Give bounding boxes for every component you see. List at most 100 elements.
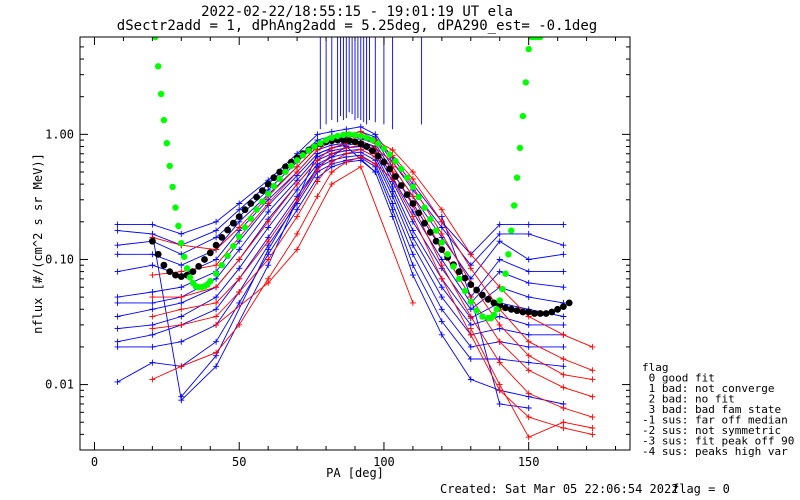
series-blue-trace-line (151, 142, 347, 402)
series-blue-cross-marker (560, 363, 567, 370)
series-black-fit-point (403, 191, 411, 199)
series-blue-cross-marker (114, 299, 121, 306)
series-black-fit-point (270, 174, 278, 182)
series-red-cross-marker (496, 387, 503, 394)
series-red-cross-marker (149, 313, 156, 320)
series-red-cross-marker (589, 414, 596, 421)
series-black-fit-point (201, 256, 208, 263)
series-green-fit-point (519, 112, 527, 120)
footer-flag: flag = 0 (672, 482, 730, 496)
legend-entry: -2 sus: not symmetric (642, 424, 781, 437)
series-blue-cross-marker (496, 401, 503, 407)
chart-title-line2: dSectr2add = 1, dPhAng2add = 5.25deg, dP… (117, 18, 597, 34)
series-blue-cross-marker (114, 294, 121, 301)
series-black-fit-point (484, 295, 492, 303)
series-green-fit-point (172, 204, 179, 211)
x-axis: 0 50 100 150 (91, 37, 617, 469)
series-blue-cross-marker (525, 294, 532, 301)
series-black-fit-point (502, 304, 509, 312)
series-black-fit-point (212, 241, 220, 249)
series-green-fit-point (163, 140, 170, 147)
series-blue-cross-marker (560, 268, 567, 275)
y-axis: 0.01 0.10 1.00 (45, 36, 630, 451)
series-red-cross-marker (560, 405, 567, 411)
series-black-fit-point (438, 246, 446, 254)
series-green-fit-point (183, 265, 191, 272)
series-blue-cross-marker (560, 221, 567, 228)
series-blue-cross-marker (114, 251, 121, 258)
series-blue-trace-line (441, 216, 529, 409)
series-blue-cross-marker (114, 343, 121, 350)
legend-entry: -1 sus: far off median (642, 414, 788, 427)
series-green-fit-point (369, 136, 376, 144)
series-green-fit-point (166, 162, 173, 170)
series-red-cross-marker (525, 390, 532, 397)
series-blue-cross-marker (409, 227, 416, 234)
series-blue-cross-marker (178, 313, 185, 320)
y-tick-label: 1.00 (45, 127, 74, 141)
series-red-cross-marker (265, 279, 272, 286)
series-blue-cross-marker (409, 272, 416, 279)
x-tick-label: 100 (373, 455, 395, 469)
series-red-cross-marker (328, 181, 335, 188)
series-black-fit-point (415, 209, 423, 217)
series-black-fit-point (554, 305, 561, 313)
series-black-fit-point (172, 271, 179, 279)
series-green-fit-point (152, 37, 159, 41)
series-green-fit-point (265, 190, 272, 197)
series-red-cross-marker (372, 161, 379, 167)
series-blue-cross-marker (560, 343, 567, 350)
series-green-fit-point (409, 183, 417, 191)
x-tick-label: 150 (518, 455, 540, 469)
series-blue-cross-marker (178, 230, 185, 237)
series-green-fit-point (479, 313, 486, 320)
series-black-fit-point (531, 310, 538, 317)
series-blue-cross-marker (314, 131, 321, 138)
series-black-fit-point (276, 168, 284, 176)
series-blue-cross-marker (438, 294, 445, 301)
series-red-cross-marker (265, 256, 272, 263)
series-blue-cross-marker (213, 227, 220, 234)
series-blue-cross-marker (149, 306, 156, 313)
series-green-fit-point (386, 151, 393, 158)
series-red-cross-marker (560, 371, 567, 378)
series-green-fit-point (169, 183, 176, 191)
series-green-fit-point (461, 287, 469, 295)
series-black-fit-point (154, 250, 162, 258)
series-blue-cross-marker (149, 299, 156, 306)
x-axis-label: PA [deg] (326, 466, 384, 480)
series-green-fit-point (473, 307, 480, 314)
series-green-fit-point (340, 131, 347, 139)
series-blue-cross-marker (467, 356, 474, 362)
series-black-fit-point (455, 268, 463, 275)
series-green-fit-point (415, 193, 422, 201)
series-red-cross-marker (328, 159, 335, 166)
series-green-fit-point (322, 136, 330, 144)
series-black-fit-point (565, 299, 573, 307)
series-red-cross-marker (236, 321, 243, 328)
series-green-fit-point (450, 263, 457, 270)
series-red-cross-marker (589, 343, 596, 350)
series-black-fit-point (247, 200, 255, 207)
series-red-cross-marker (589, 376, 596, 383)
series-black-fit-point (386, 165, 394, 173)
series-blue-cross-marker (114, 221, 121, 228)
series-blue-cross-marker (467, 343, 474, 350)
series-blue-cross-marker (496, 313, 503, 320)
series-green-fit-point (305, 147, 312, 154)
series-black-fit-point (432, 237, 440, 245)
series-green-fit-point (432, 227, 440, 234)
series-green-fit-point (186, 274, 194, 281)
legend-entry: -4 sus: peaks high var (642, 445, 788, 458)
series-red-cross-marker (438, 218, 445, 225)
series-blue-cross-marker (149, 343, 156, 350)
series-blue-cross-marker (389, 193, 396, 200)
series-red-cross-marker (467, 251, 474, 258)
series-blue-cross-marker (149, 359, 156, 366)
series-red-cross-marker (265, 200, 272, 207)
series-blue-cross-marker (525, 359, 532, 366)
plot-data-area (114, 37, 596, 441)
series-black-fit-point (345, 137, 353, 145)
series-black-fit-point (264, 180, 272, 188)
